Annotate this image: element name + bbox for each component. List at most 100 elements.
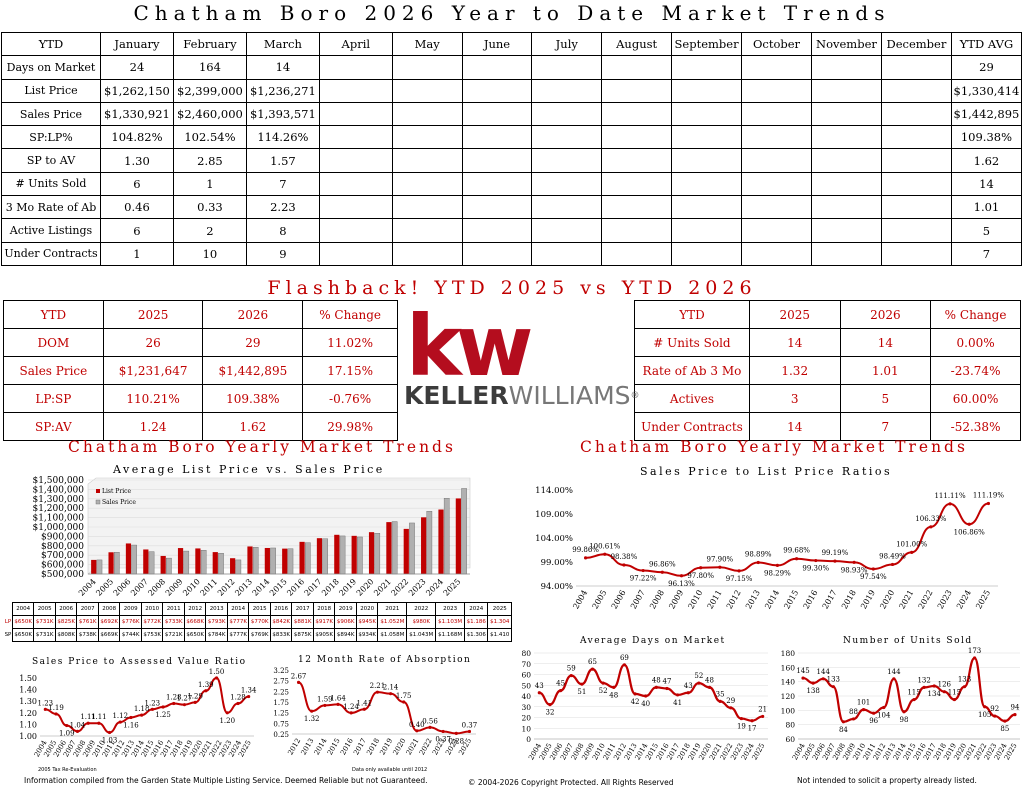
y-tick-label: 1.75 [273, 699, 289, 707]
data-label: 1.11 [80, 713, 96, 721]
flashback-cell: 17.15% [302, 356, 398, 385]
data-label: 35 [716, 690, 725, 698]
data-label: 47 [662, 677, 671, 685]
flashback-title: Flashback! YTD 2025 vs YTD 2026 [267, 277, 757, 299]
data-point [942, 690, 946, 694]
data-point [737, 569, 741, 573]
dom-line-chart: 0102030405060708020042005200620072008200… [521, 649, 768, 761]
data-label: 43 [535, 682, 544, 690]
sp-lp-ratio-title: Sales Price to List Price Ratios [640, 465, 893, 478]
ytd-cell: 2.85 [172, 148, 247, 173]
data-label: 1.11 [91, 713, 107, 721]
lp-sp-table-cell: $980K [406, 615, 437, 629]
data-label: 96.86% [649, 560, 676, 568]
ytd-cell: $2,399,000 [172, 78, 247, 103]
lp-sp-table-cell: $777K [226, 628, 250, 642]
bar-list-price [421, 517, 427, 574]
x-tick-label: 2013 [744, 589, 762, 611]
ytd-cell [318, 101, 393, 127]
lp-sp-table-cell: $1.052M [377, 615, 408, 629]
ytd-row: SP:LP% 104.82% 102.54% 114.26% 109.38% [1, 125, 1023, 150]
ytd-cell: 102.54% [172, 125, 247, 150]
y-tick-label: $600,000 [41, 561, 84, 571]
y-tick-label: 100 [781, 706, 796, 715]
x-tick-label: 2013 [233, 577, 254, 598]
flashback-cell: Actives [634, 384, 750, 413]
lp-sp-table-cell: $733K [162, 615, 185, 629]
y-tick-label: 70 [521, 660, 531, 669]
y-tick-label: 80 [521, 649, 531, 658]
ytd-row-label: 3 Mo Rate of Ab [1, 195, 101, 220]
data-point [402, 700, 406, 704]
x-tick-label: 2016 [285, 577, 306, 598]
data-point [641, 568, 645, 573]
flashback-header-row: YTD 2025 2026% Change [634, 300, 1021, 329]
data-label: 98.29% [764, 569, 791, 577]
ytd-avg-cell: 1.62 [950, 148, 1023, 173]
y-tick-label: 50 [521, 681, 531, 690]
flashback-cell: LP:SP [3, 384, 104, 413]
data-availability-note: Data only available until 2012 [352, 767, 428, 773]
ytd-cell: 1 [99, 241, 174, 266]
ytd-cell: 24 [99, 55, 174, 80]
data-point [831, 685, 835, 689]
data-label: 173 [968, 647, 981, 655]
legend-sales-price: Sales Price [102, 499, 136, 506]
x-tick-label: 2004 [571, 589, 589, 611]
data-label: 1.28 [230, 694, 246, 702]
ytd-header-cell: YTD [1, 31, 101, 57]
y-tick-label: $800,000 [41, 542, 84, 552]
x-tick-label: 2012 [725, 589, 743, 611]
x-tick-label: 2006 [112, 577, 133, 598]
y-tick-label: 0.25 [273, 731, 289, 739]
lp-sp-table-cell: $917K [312, 615, 336, 629]
ytd-cell [741, 101, 812, 127]
flashback-cell: 7 [839, 412, 932, 441]
ytd-cell [391, 148, 463, 173]
kw-word-keller: KELLER [404, 381, 509, 410]
data-label: 98 [899, 716, 908, 724]
legend-list-price: List Price [102, 488, 131, 495]
flashback-cell: 1.32 [748, 356, 841, 385]
data-point [247, 694, 251, 699]
bar-list-price [316, 538, 323, 574]
data-point [140, 713, 144, 717]
lp-sp-row-label: SP [4, 632, 12, 638]
keller-williams-logo: kw KELLERWILLIAMS® [404, 297, 640, 416]
lp-sp-table-cell: $875K [291, 628, 314, 642]
ytd-header-cell: February [172, 31, 247, 57]
flashback-cell: 29.98% [302, 412, 398, 441]
x-tick-label: 2024 [955, 589, 973, 611]
y-tick-label: 3.25 [273, 667, 289, 675]
ytd-cell [880, 55, 952, 80]
data-label: 138 [806, 687, 819, 695]
ytd-cell [601, 78, 673, 103]
lp-sp-table-cell: $894K [334, 628, 357, 642]
data-label: 1.34 [241, 687, 257, 695]
ytd-header-cell: December [880, 31, 952, 57]
data-label: 98.38% [611, 553, 638, 561]
ytd-row: SP to AV 1.30 2.85 1.57 1.62 [1, 148, 1023, 173]
data-point [467, 729, 472, 734]
flashback-cell: 14 [748, 412, 841, 441]
ytd-cell [671, 171, 743, 197]
y-tick-label: 1.30 [19, 697, 37, 706]
y-tick-label: 2.75 [273, 678, 289, 686]
data-label: 144 [887, 668, 901, 676]
ytd-row-label: SP to AV [1, 148, 101, 173]
data-point [872, 711, 876, 715]
ytd-row-label: Days on Market [1, 55, 101, 80]
ytd-cell: 2 [172, 218, 247, 243]
y-tick-label: $1,300,000 [32, 495, 84, 505]
lp-sp-table-cell: 2019 [334, 602, 357, 616]
lp-sp-table-cell: 2018 [312, 602, 336, 616]
lp-sp-table-cell: $776K [119, 615, 142, 629]
kw-reg: ® [630, 391, 640, 401]
lp-vs-sp-title: Average List Price vs. Sales Price [113, 463, 385, 476]
lp-sp-table-cell: $793K [205, 615, 228, 629]
flashback-header-cell: % Change [302, 300, 398, 329]
data-label: 88 [849, 708, 858, 716]
absorption-line-chart: 0.250.751.251.752.252.753.25201220132014… [273, 667, 477, 756]
x-tick-label: 2011 [706, 589, 724, 611]
lp-sp-table-cell: $744K [119, 628, 142, 642]
